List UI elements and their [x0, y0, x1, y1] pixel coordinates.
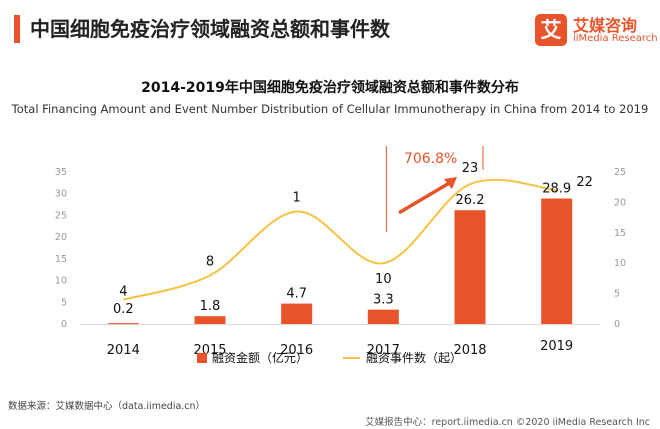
line-data-label: 8 [206, 254, 214, 269]
right-axis-tick-label: 20 [614, 197, 626, 208]
bar-data-label: 0.2 [113, 302, 134, 317]
growth-arrow-shaft [398, 180, 453, 214]
line-data-label: 10 [375, 272, 392, 287]
bar-data-label: 28.9 [542, 181, 571, 196]
left-axis-tick-label: 15 [55, 254, 67, 265]
x-axis-category-label: 2018 [453, 343, 486, 358]
brand-logo: 艾 艾媒咨询 iiMedia Research [535, 11, 658, 51]
left-axis-tick-label: 25 [55, 210, 67, 221]
logo-name-cn: 艾媒咨询 [573, 16, 638, 35]
left-axis-tick-label: 35 [55, 167, 67, 178]
legend-label-events: 融资事件数（起） [366, 350, 462, 365]
title-accent-bar [14, 15, 20, 43]
line-data-label: 4 [119, 285, 127, 300]
line-data-label: 22 [576, 175, 593, 190]
left-axis-tick-label: 30 [55, 189, 67, 200]
bar-data-label: 3.3 [373, 293, 394, 308]
left-axis-tick-label: 5 [61, 297, 67, 308]
footer-credit: 艾媒报告中心：report.iimedia.cn ©2020 iiMedia R… [365, 417, 650, 428]
bar [194, 316, 226, 324]
chart-title: 2014-2019年中国细胞免疫治疗领域融资总额和事件数分布 [141, 80, 519, 96]
chart-subtitle: Total Financing Amount and Event Number … [11, 102, 649, 116]
legend-bar-swatch [197, 353, 207, 363]
bar [454, 210, 486, 324]
bar [367, 309, 399, 324]
x-axis-category-label: 2014 [107, 343, 140, 358]
line-data-label: 1 [293, 191, 301, 206]
growth-annotation-label: 706.8% [404, 151, 457, 167]
right-axis-tick-label: 15 [614, 228, 626, 239]
bar [541, 198, 573, 324]
left-axis-tick-label: 10 [55, 276, 67, 287]
right-axis-tick-label: 0 [614, 319, 620, 330]
bar-data-label: 26.2 [456, 193, 485, 208]
left-axis-tick-label: 20 [55, 232, 67, 243]
line-data-label: 23 [462, 161, 479, 176]
bar-data-label: 4.7 [286, 287, 307, 302]
x-axis-category-label: 2019 [540, 339, 573, 354]
x-axis-category-label: 2017 [367, 343, 400, 358]
bar [281, 303, 313, 324]
legend-label-financing: 融资金额（亿元） [212, 350, 308, 365]
right-axis-tick-label: 10 [614, 258, 626, 269]
right-axis-tick-label: 5 [614, 289, 620, 300]
bar [107, 323, 139, 325]
page-title: 中国细胞免疫治疗领域融资总额和事件数 [30, 17, 390, 41]
left-axis-tick-label: 0 [61, 319, 67, 330]
logo-mark-icon: 艾 [535, 14, 567, 46]
growth-arrow-icon [444, 177, 457, 189]
x-axis-category-label: 2016 [280, 343, 313, 358]
event-count-line [123, 178, 557, 301]
right-axis-tick-label: 25 [614, 167, 626, 178]
logo-name-en: iiMedia Research [573, 33, 658, 44]
data-source: 数据来源：艾媒数据中心（data.iimedia.cn） [8, 401, 206, 412]
bar-data-label: 1.8 [200, 299, 221, 314]
